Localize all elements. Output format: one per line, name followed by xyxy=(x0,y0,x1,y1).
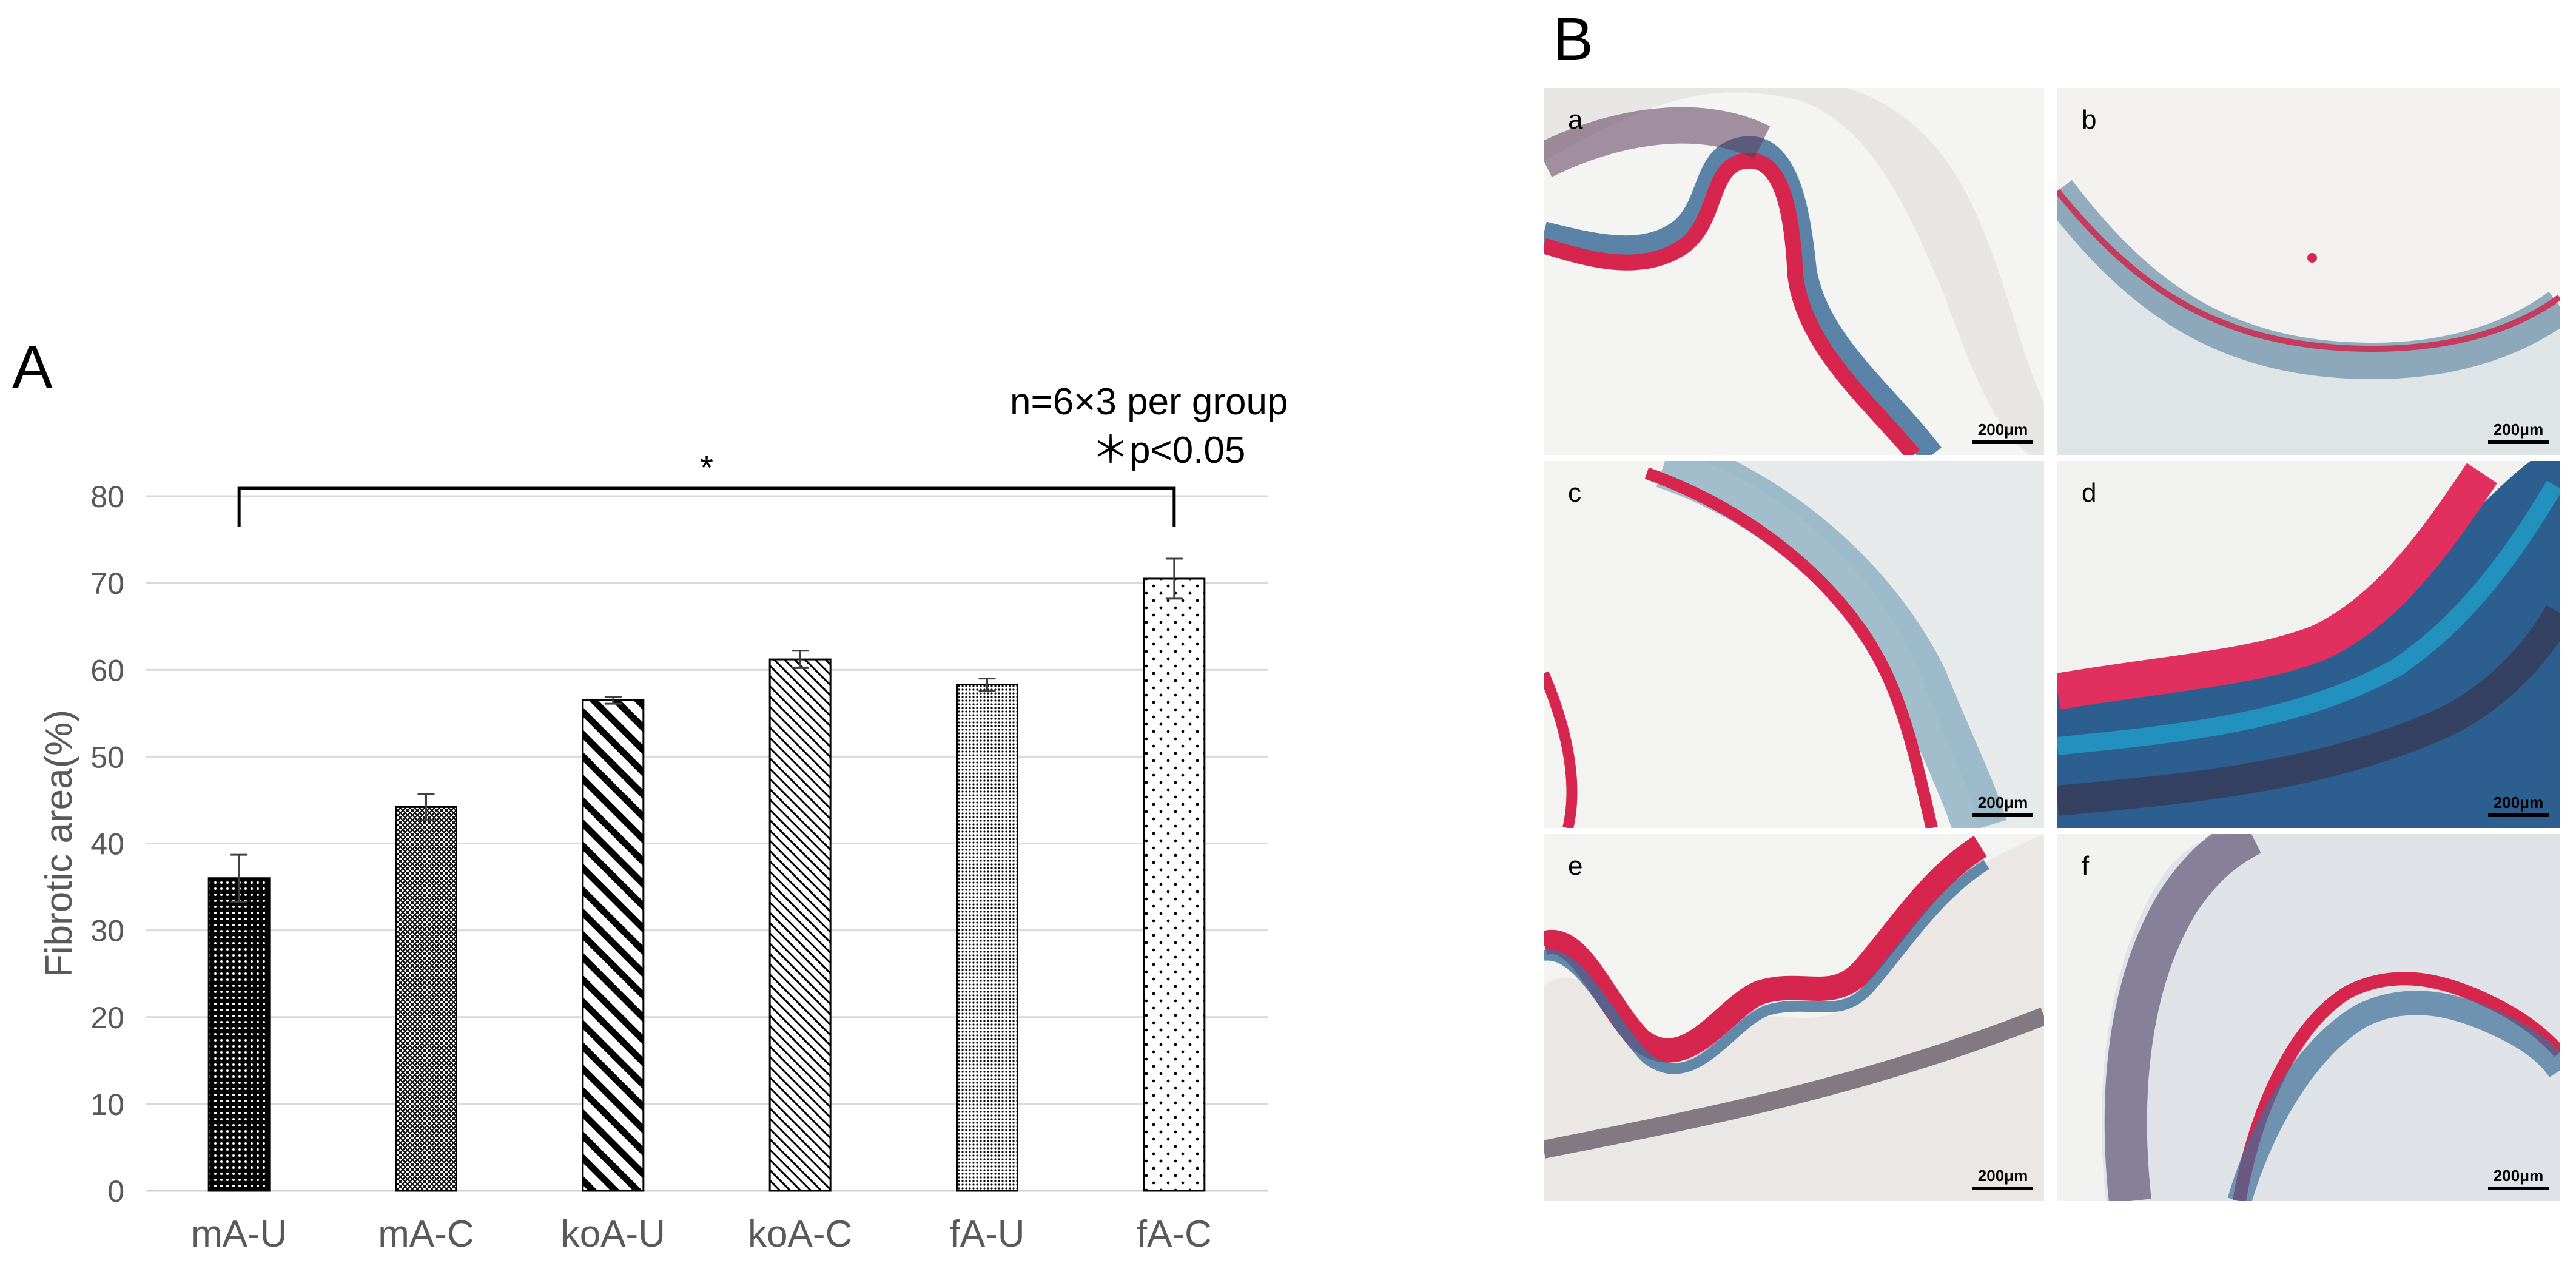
tissue-image xyxy=(2057,88,2560,455)
micrograph-a: a 200μm xyxy=(1544,88,2044,455)
bar xyxy=(395,806,457,1192)
micrograph-b: b 200μm xyxy=(2057,88,2560,455)
x-tick-label: koA-U xyxy=(561,1213,665,1255)
y-tick-label: 70 xyxy=(90,567,124,601)
micrograph-label: f xyxy=(2082,851,2090,881)
significance-marker: * xyxy=(700,448,713,486)
scale-bar: 200μm xyxy=(2488,793,2549,817)
micrograph-label: d xyxy=(2082,478,2097,508)
sample-size-note: n=6×3 per group xyxy=(1010,381,1288,423)
x-tick-label: fA-C xyxy=(1137,1213,1212,1255)
significance-note: ＊p<0.05 xyxy=(1092,429,1246,471)
tissue-image xyxy=(1544,834,2044,1201)
bar xyxy=(1143,577,1206,1192)
micrograph-d: d 200μm xyxy=(2057,461,2560,828)
x-tick-label: koA-C xyxy=(748,1213,852,1255)
tissue-image xyxy=(2057,461,2560,828)
micrograph-label: a xyxy=(1568,105,1583,135)
y-tick-label: 20 xyxy=(90,1001,124,1035)
scale-bar: 200μm xyxy=(1972,793,2033,817)
scale-bar: 200μm xyxy=(2488,1166,2549,1190)
panel-label-a: A xyxy=(12,333,53,401)
micrograph-e: e 200μm xyxy=(1544,834,2044,1201)
micrograph-label: b xyxy=(2082,105,2097,135)
micrograph-f: f 200μm xyxy=(2057,834,2560,1201)
y-tick-label: 40 xyxy=(90,827,124,861)
tissue-image xyxy=(1544,88,2044,455)
bar xyxy=(956,684,1018,1192)
panel-label-b: B xyxy=(1553,5,1593,73)
scale-bar: 200μm xyxy=(2488,420,2549,444)
tissue-image xyxy=(1544,461,2044,828)
bar xyxy=(582,699,645,1192)
bar xyxy=(768,658,832,1192)
y-tick-label: 10 xyxy=(90,1088,124,1122)
scale-bar: 200μm xyxy=(1972,420,2033,444)
y-axis-label: Fibrotic area(%) xyxy=(38,710,80,977)
x-tick-label: mA-C xyxy=(378,1213,474,1255)
bar xyxy=(207,877,271,1192)
scale-bar: 200μm xyxy=(1972,1166,2033,1190)
y-tick-label: 0 xyxy=(107,1174,124,1208)
significance-bracket xyxy=(237,486,1176,527)
x-tick-label: mA-U xyxy=(191,1213,287,1255)
micrograph-label: e xyxy=(1568,851,1583,881)
micrograph-c: c 200μm xyxy=(1544,461,2044,828)
micrograph-label: c xyxy=(1568,478,1581,508)
tissue-image xyxy=(2057,834,2560,1201)
x-tick-label: fA-U xyxy=(950,1213,1025,1255)
y-tick-label: 80 xyxy=(90,480,124,514)
y-tick-label: 50 xyxy=(90,740,124,774)
y-tick-label: 30 xyxy=(90,914,124,948)
y-tick-label: 60 xyxy=(90,653,124,687)
